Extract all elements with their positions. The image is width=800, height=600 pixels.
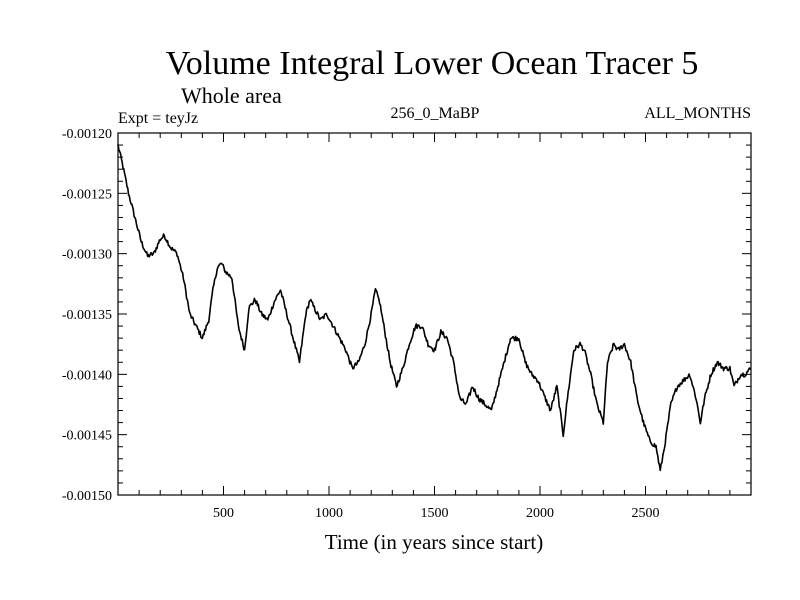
x-tick-label: 1500 (421, 506, 449, 521)
x-tick-label: 500 (213, 506, 234, 521)
y-tick-label: -0.00140 (62, 368, 112, 383)
y-tick-label: -0.00130 (62, 248, 112, 263)
y-tick-label: -0.00145 (62, 429, 112, 444)
period-label: 256_0_MaBP (391, 105, 480, 122)
months-label: ALL_MONTHS (644, 105, 751, 122)
plot-frame (117, 132, 752, 496)
y-tick-label: -0.00120 (62, 127, 112, 142)
x-tick-label: 1000 (315, 506, 343, 521)
y-tick-label: -0.00135 (62, 308, 112, 323)
chart-title: Volume Integral Lower Ocean Tracer 5 (166, 45, 699, 82)
y-tick-label: -0.00150 (62, 489, 112, 504)
y-axis-ticks: -0.00120 -0.00125 -0.00130 -0.00135 -0.00140… (62, 127, 751, 504)
x-axis-ticks: 500 1000 1500 2000 2500 (138, 133, 731, 521)
x-tick-label: 2000 (526, 506, 554, 521)
x-axis-label: Time (in years since start) (325, 530, 544, 554)
y-tick-label: -0.00125 (62, 187, 112, 202)
series-layer (117, 144, 752, 472)
experiment-label: Expt = teyJz (118, 110, 198, 127)
series-line (117, 144, 752, 472)
x-tick-label: 2500 (632, 506, 660, 521)
chart-subtitle: Whole area (181, 83, 282, 108)
